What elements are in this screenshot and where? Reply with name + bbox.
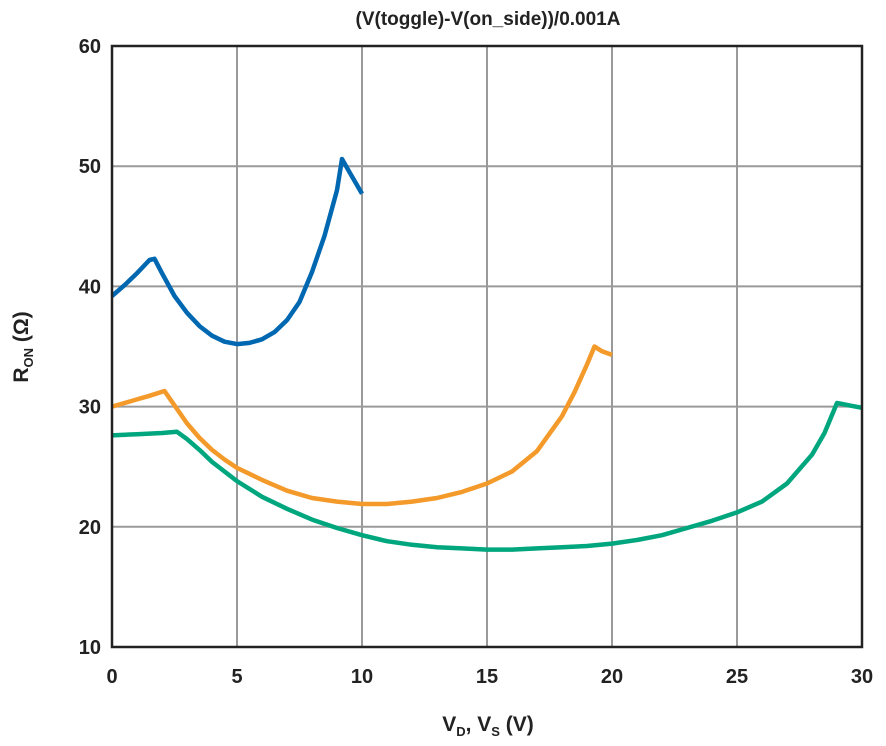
grid: [112, 46, 862, 647]
y-tick-label: 20: [79, 517, 101, 539]
series-group: [110, 156, 863, 552]
x-tick-label: 30: [851, 666, 873, 688]
x-axis-label: VD, VS (V): [442, 713, 534, 739]
x-tick-label: 0: [106, 666, 117, 688]
chart-title: (V(toggle)-V(on_side))/0.001A: [356, 9, 621, 30]
x-tick-labels: 0 5 10 15 20 25 30: [106, 666, 873, 688]
y-tick-label: 40: [79, 276, 101, 298]
x-tick-label: 20: [601, 666, 623, 688]
y-tick-label: 50: [79, 156, 101, 178]
y-tick-labels: 10 20 30 40 50 60: [79, 36, 101, 659]
y-axis-label: RON (Ω): [10, 311, 36, 382]
y-tick-label: 10: [79, 637, 101, 659]
series-line-2: [111, 344, 613, 507]
y-tick-label: 30: [79, 397, 101, 419]
x-tick-label: 5: [231, 666, 242, 688]
y-tick-label: 60: [79, 36, 101, 58]
series-line-1: [110, 156, 364, 347]
x-tick-label: 15: [476, 666, 498, 688]
series-line-3: [111, 400, 863, 552]
x-tick-label: 25: [726, 666, 748, 688]
plot-frame: [110, 44, 864, 649]
x-tick-label: 10: [351, 666, 373, 688]
